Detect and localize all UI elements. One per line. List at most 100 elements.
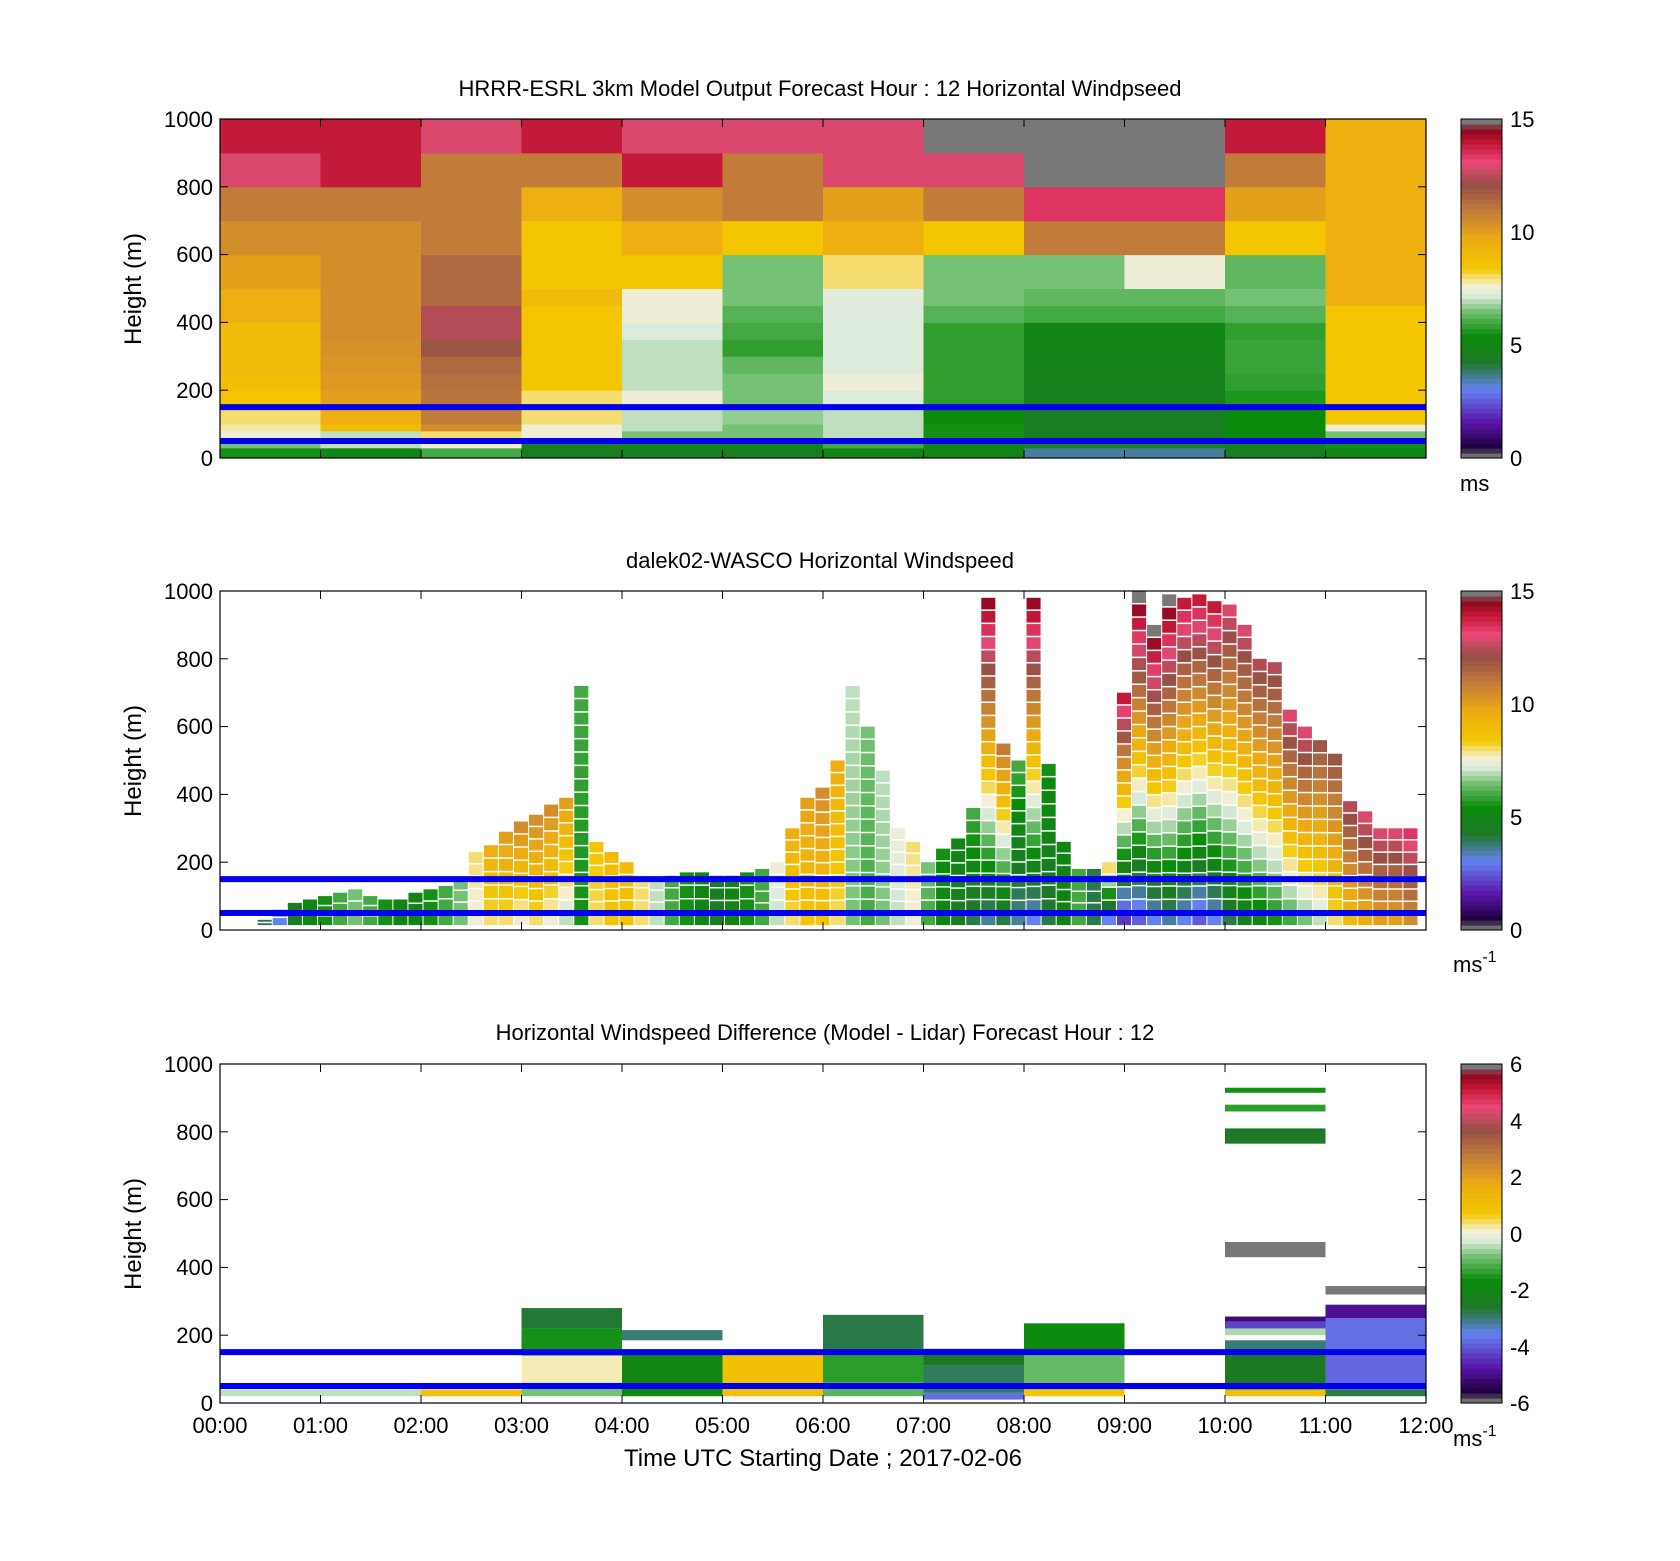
heatmap-cell bbox=[320, 322, 422, 340]
heatmap-cell bbox=[421, 322, 522, 340]
lidar-cell bbox=[1147, 900, 1162, 912]
lidar-cell bbox=[589, 914, 604, 926]
colorbar-segment bbox=[1461, 635, 1502, 642]
colorbar-tick-label: 5 bbox=[1510, 805, 1522, 830]
lidar-cell bbox=[1192, 700, 1207, 713]
lidar-cell bbox=[468, 901, 483, 913]
lidar-cell bbox=[1403, 865, 1418, 876]
lidar-cell bbox=[1192, 740, 1207, 753]
lidar-cell bbox=[1252, 712, 1267, 725]
heatmap-cell bbox=[722, 430, 824, 442]
lidar-cell bbox=[1177, 689, 1192, 702]
heatmap-cell bbox=[923, 447, 1025, 459]
lidar-cell bbox=[498, 845, 513, 858]
lidar-cell bbox=[1237, 834, 1252, 847]
heatmap-cell bbox=[1225, 390, 1326, 408]
lidar-cell bbox=[1177, 900, 1192, 912]
colorbar-segment bbox=[1461, 690, 1502, 697]
colorbar-segment bbox=[1461, 233, 1502, 240]
lidar-cell bbox=[1237, 729, 1252, 742]
colorbar-segment bbox=[1461, 730, 1502, 737]
lidar-cell bbox=[785, 852, 800, 864]
lidar-cell bbox=[800, 836, 815, 848]
lidar-cell bbox=[1162, 833, 1177, 846]
y-tick-label: 400 bbox=[176, 782, 213, 807]
colorbar-segment bbox=[1461, 1298, 1502, 1304]
lidar-cell bbox=[725, 913, 740, 926]
colorbar-segment bbox=[1461, 258, 1502, 265]
lidar-cell bbox=[1132, 698, 1147, 711]
heatmap-cell bbox=[1225, 447, 1326, 459]
lidar-cell bbox=[348, 901, 363, 913]
difference-cell bbox=[1225, 1316, 1326, 1322]
colorbar-segment bbox=[1461, 1228, 1502, 1235]
heatmap-cell bbox=[923, 152, 1025, 188]
lidar-cell bbox=[890, 877, 905, 889]
lidar-cell bbox=[1177, 742, 1192, 755]
y-tick-label: 600 bbox=[176, 714, 213, 739]
colorbar-segment bbox=[1461, 388, 1502, 394]
colorbar-segment bbox=[1461, 348, 1502, 354]
lidar-cell bbox=[1192, 594, 1207, 607]
colorbar-segment bbox=[1461, 1188, 1502, 1195]
lidar-cell bbox=[1116, 848, 1132, 861]
colorbar-segment bbox=[1461, 438, 1502, 444]
heatmap-cell bbox=[220, 322, 321, 340]
lidar-cell bbox=[679, 913, 694, 926]
difference-cell bbox=[722, 1352, 823, 1397]
lidar-cell bbox=[1011, 849, 1026, 862]
colorbar-segment bbox=[1461, 243, 1502, 250]
heatmap-cell bbox=[1124, 339, 1226, 357]
panel-difference-colorbar: -6 -4 -2 0 2 4 6 ms-1 bbox=[1453, 1052, 1530, 1451]
panel-lidar-title: dalek02-WASCO Horizontal Windspeed bbox=[626, 548, 1014, 573]
heatmap-cell bbox=[421, 119, 522, 154]
lidar-cell bbox=[830, 811, 845, 823]
lidar-cell bbox=[1222, 792, 1237, 805]
lidar-cell bbox=[1132, 644, 1147, 657]
lidar-cell bbox=[1041, 818, 1056, 831]
colorbar-segment bbox=[1461, 1178, 1502, 1185]
y-tick-label: 0 bbox=[201, 446, 213, 471]
lidar-cell bbox=[619, 862, 634, 874]
colorbar-segment bbox=[1461, 1343, 1502, 1349]
heatmap-cell bbox=[421, 152, 522, 188]
colorbar-segment bbox=[1461, 318, 1502, 324]
colorbar-segment bbox=[1461, 1138, 1502, 1145]
lidar-cell bbox=[1177, 821, 1192, 834]
lidar-cell bbox=[1086, 915, 1101, 926]
colorbar-segment bbox=[1461, 1373, 1502, 1379]
lidar-cell bbox=[755, 868, 770, 880]
colorbar-segment bbox=[1461, 1263, 1502, 1269]
y-tick-label: 200 bbox=[176, 1323, 213, 1348]
lidar-cell bbox=[830, 760, 845, 772]
colorbar-segment bbox=[1461, 1223, 1502, 1230]
colorbar-segment bbox=[1461, 615, 1502, 622]
panel-model-title: HRRR-ESRL 3km Model Output Forecast Hour… bbox=[458, 76, 1181, 101]
lidar-cell bbox=[890, 852, 905, 864]
colorbar-segment bbox=[1461, 1353, 1502, 1359]
lidar-cell bbox=[920, 862, 936, 874]
heatmap-cell bbox=[923, 322, 1025, 340]
lidar-cell bbox=[649, 902, 664, 914]
lidar-cell bbox=[1343, 826, 1358, 838]
lidar-cell bbox=[529, 889, 544, 901]
heatmap-cell bbox=[722, 339, 824, 357]
lidar-cell bbox=[1177, 610, 1192, 623]
heatmap-cell bbox=[521, 305, 623, 323]
colorbar-segment bbox=[1461, 740, 1502, 747]
lidar-cell bbox=[1297, 819, 1312, 832]
lidar-cell bbox=[1207, 655, 1222, 668]
colorbar-segment bbox=[1461, 393, 1502, 399]
lidar-cell bbox=[1207, 777, 1222, 790]
heatmap-cell bbox=[1024, 424, 1125, 432]
lidar-cell bbox=[1192, 913, 1207, 926]
difference-cell bbox=[1225, 1241, 1326, 1258]
colorbar-segment bbox=[1461, 1293, 1502, 1299]
lidar-cell bbox=[996, 769, 1011, 782]
colorbar-segment bbox=[1461, 925, 1502, 931]
lidar-cell bbox=[1297, 899, 1312, 912]
heatmap-cell bbox=[722, 373, 824, 391]
heatmap-cell bbox=[1325, 424, 1427, 432]
lidar-cell bbox=[1162, 713, 1177, 726]
lidar-cell bbox=[1237, 664, 1252, 676]
